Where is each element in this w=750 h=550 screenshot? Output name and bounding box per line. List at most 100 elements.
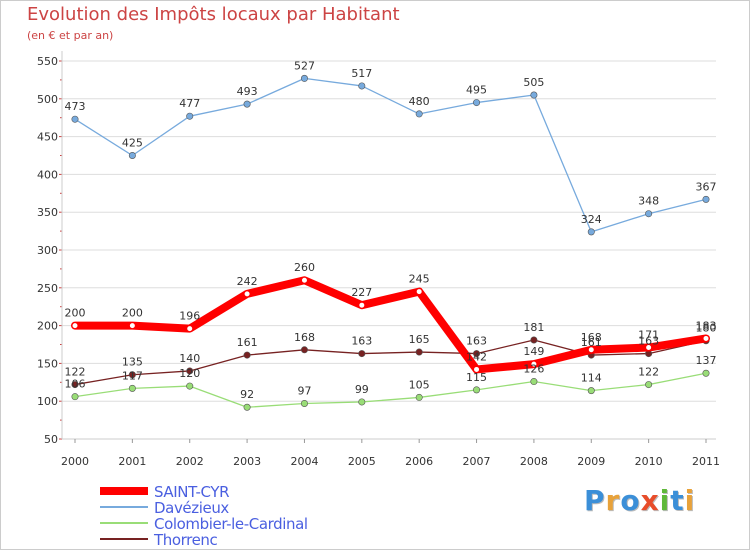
data-point-thorrenc-2005 <box>358 350 366 358</box>
data-label-layer: 4734254774935275174804955053243483671061… <box>65 59 717 401</box>
data-point-davezieux-2010 <box>645 210 653 218</box>
logo-letter-0: P <box>584 484 606 517</box>
series-line-saint-cyr <box>71 276 710 374</box>
legend-swatch-saint-cyr <box>100 487 148 495</box>
logo-letter-1: r <box>605 484 621 517</box>
data-label-colombier-le-cardinal-2009: 114 <box>581 372 602 385</box>
data-label-thorrenc-2006: 165 <box>409 333 430 346</box>
data-point-saint-cyr-2009 <box>587 346 595 354</box>
data-point-colombier-le-cardinal-2003 <box>243 403 251 411</box>
data-label-colombier-le-cardinal-2005: 99 <box>355 383 369 396</box>
data-label-thorrenc-2004: 168 <box>294 331 315 344</box>
data-point-colombier-le-cardinal-2001 <box>128 384 136 392</box>
legend-label-colombier-le-cardinal: Colombier-le-Cardinal <box>154 515 308 533</box>
data-label-thorrenc-2001: 135 <box>122 356 143 369</box>
data-point-davezieux-2000 <box>71 115 79 123</box>
data-label-thorrenc-2002: 140 <box>179 352 200 365</box>
data-point-davezieux-2006 <box>415 110 423 118</box>
data-point-davezieux-2001 <box>128 152 136 160</box>
y-tick-label-450: 450 <box>37 131 58 144</box>
x-tick-label-2004: 2004 <box>290 455 318 468</box>
logo-letter-4: i <box>659 484 671 517</box>
x-tick-label-2002: 2002 <box>176 455 204 468</box>
data-point-davezieux-2007 <box>473 99 481 107</box>
data-point-saint-cyr-2001 <box>128 322 136 330</box>
chart-title: Evolution des Impôts locaux par Habitant <box>27 4 400 25</box>
grid-layer <box>62 60 716 440</box>
y-tick-label-550: 550 <box>37 55 58 68</box>
data-point-thorrenc-2003 <box>243 351 251 359</box>
data-label-thorrenc-2009: 161 <box>581 336 602 349</box>
data-label-davezieux-2011: 367 <box>696 180 717 193</box>
data-label-thorrenc-2000: 122 <box>65 366 86 379</box>
x-tick-label-2000: 2000 <box>61 455 89 468</box>
logo-letter-5: t <box>670 484 685 517</box>
series-layer <box>71 74 710 411</box>
data-point-saint-cyr-2010 <box>645 344 653 352</box>
x-tick-label-2011: 2011 <box>692 455 720 468</box>
data-label-saint-cyr-2009: 168 <box>581 331 602 344</box>
x-tick-label-2006: 2006 <box>405 455 433 468</box>
data-label-saint-cyr-2001: 200 <box>122 307 143 320</box>
data-label-thorrenc-2011: 180 <box>696 322 717 335</box>
y-tick-label-100: 100 <box>37 395 58 408</box>
proxiti-logo: Proxiti <box>584 484 695 517</box>
data-label-davezieux-2005: 517 <box>351 67 372 80</box>
y-tick-label-350: 350 <box>37 206 58 219</box>
data-label-davezieux-2010: 348 <box>638 195 659 208</box>
data-label-davezieux-2003: 493 <box>237 85 258 98</box>
logo-letter-2: o <box>620 484 641 517</box>
legend-label-saint-cyr: SAINT-CYR <box>154 483 230 501</box>
series-line-thorrenc <box>74 339 707 386</box>
data-label-saint-cyr-2011: 183 <box>696 319 717 332</box>
data-label-colombier-le-cardinal-2002: 120 <box>179 367 200 380</box>
data-point-thorrenc-2004 <box>300 346 308 354</box>
data-point-colombier-le-cardinal-2010 <box>645 381 653 389</box>
data-point-davezieux-2005 <box>358 82 366 90</box>
data-label-saint-cyr-2006: 245 <box>409 273 430 286</box>
chart-subtitle: (en € et par an) <box>27 29 114 42</box>
data-point-davezieux-2008 <box>530 91 538 99</box>
data-point-saint-cyr-2003 <box>243 290 251 298</box>
data-point-thorrenc-2001 <box>128 371 136 379</box>
data-label-thorrenc-2010: 163 <box>638 335 659 348</box>
data-point-colombier-le-cardinal-2000 <box>71 393 79 401</box>
data-label-davezieux-2000: 473 <box>65 100 86 113</box>
x-tick-label-2003: 2003 <box>233 455 261 468</box>
logo-letter-6: i <box>684 484 696 517</box>
data-point-colombier-le-cardinal-2008 <box>530 378 538 386</box>
data-label-saint-cyr-2005: 227 <box>351 286 372 299</box>
x-tick-label-2008: 2008 <box>520 455 548 468</box>
data-label-davezieux-2006: 480 <box>409 95 430 108</box>
series-line-davezieux <box>74 77 707 233</box>
data-point-colombier-le-cardinal-2011 <box>702 369 710 377</box>
data-label-thorrenc-2007: 163 <box>466 335 487 348</box>
data-point-colombier-le-cardinal-2006 <box>415 393 423 401</box>
data-label-saint-cyr-2002: 196 <box>179 310 200 323</box>
logo-letter-3: x <box>640 484 660 517</box>
data-point-thorrenc-2002 <box>186 367 194 375</box>
x-tick-label-2007: 2007 <box>463 455 491 468</box>
data-label-colombier-le-cardinal-2010: 122 <box>638 366 659 379</box>
data-point-saint-cyr-2002 <box>186 325 194 333</box>
data-label-thorrenc-2005: 163 <box>351 335 372 348</box>
data-label-colombier-le-cardinal-2000: 106 <box>65 378 86 391</box>
data-point-colombier-le-cardinal-2005 <box>358 398 366 406</box>
legend-label-davezieux: Davézieux <box>154 499 229 517</box>
data-point-colombier-le-cardinal-2002 <box>186 382 194 390</box>
data-label-saint-cyr-2004: 260 <box>294 261 315 274</box>
y-tick-label-150: 150 <box>37 357 58 370</box>
x-tick-label-2005: 2005 <box>348 455 376 468</box>
data-label-saint-cyr-2003: 242 <box>237 275 258 288</box>
series-line-colombier-le-cardinal <box>74 372 707 408</box>
data-point-thorrenc-2007 <box>473 350 481 358</box>
data-point-colombier-le-cardinal-2004 <box>300 399 308 407</box>
data-point-davezieux-2003 <box>243 100 251 108</box>
data-label-saint-cyr-2000: 200 <box>65 307 86 320</box>
legend-swatch-davezieux <box>100 506 148 508</box>
data-point-davezieux-2004 <box>300 74 308 82</box>
data-point-saint-cyr-2011 <box>702 334 710 342</box>
y-tick-label-400: 400 <box>37 168 58 181</box>
